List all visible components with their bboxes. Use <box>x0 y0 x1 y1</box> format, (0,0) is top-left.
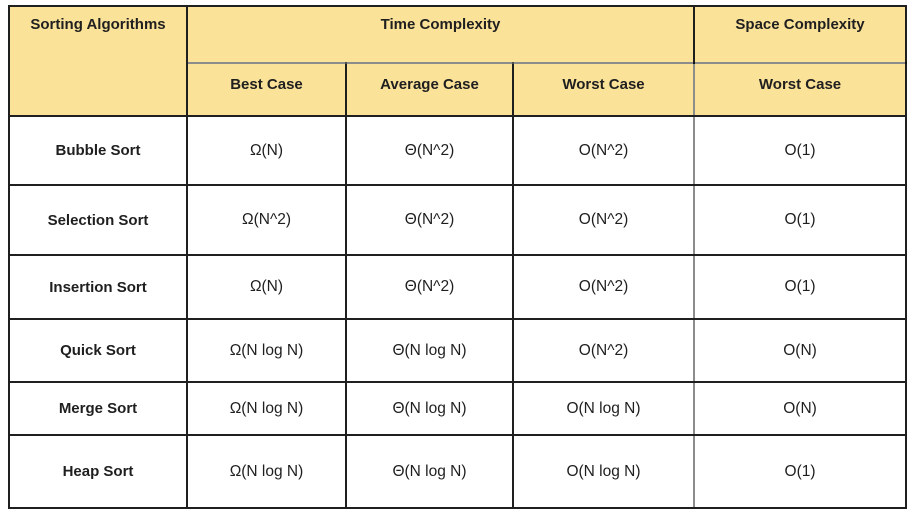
row-label: Selection Sort <box>8 184 188 256</box>
table-header: Sorting Algorithms Time Complexity Space… <box>8 5 908 117</box>
cell-worst-case: O(N^2) <box>511 318 696 383</box>
table-row-heap-sort: Heap Sort Ω(N log N) Θ(N log N) O(N log … <box>8 434 908 509</box>
cell-space: O(N) <box>693 381 908 436</box>
cell-average-case: Θ(N log N) <box>345 434 514 509</box>
header-space-complexity: Space Complexity <box>693 5 908 64</box>
table-row-selection-sort: Selection Sort Ω(N^2) Θ(N^2) O(N^2) O(1) <box>8 184 908 256</box>
cell-worst-case: O(N^2) <box>511 184 696 256</box>
cell-average-case: Θ(N^2) <box>345 184 514 256</box>
header-best-case: Best Case <box>186 62 347 117</box>
cell-space: O(N) <box>693 318 908 383</box>
cell-average-case: Θ(N^2) <box>345 115 514 186</box>
cell-average-case: Θ(N log N) <box>345 381 514 436</box>
table-body: Bubble Sort Ω(N) Θ(N^2) O(N^2) O(1) Sele… <box>8 115 908 509</box>
table-row-bubble-sort: Bubble Sort Ω(N) Θ(N^2) O(N^2) O(1) <box>8 115 908 186</box>
cell-space: O(1) <box>693 184 908 256</box>
header-group-row: Sorting Algorithms Time Complexity Space… <box>8 5 908 117</box>
header-sorting-algorithms: Sorting Algorithms <box>8 5 188 117</box>
row-label: Heap Sort <box>8 434 188 509</box>
header-average-case: Average Case <box>345 62 514 117</box>
header-worst-case-space: Worst Case <box>693 62 908 117</box>
cell-best-case: Ω(N log N) <box>186 381 347 436</box>
row-label: Bubble Sort <box>8 115 188 186</box>
complexity-table: Sorting Algorithms Time Complexity Space… <box>8 5 908 509</box>
cell-space: O(1) <box>693 254 908 320</box>
row-label: Merge Sort <box>8 381 188 436</box>
header-time-complexity: Time Complexity <box>185 5 696 64</box>
cell-space: O(1) <box>693 115 908 186</box>
row-label: Insertion Sort <box>8 254 188 320</box>
cell-best-case: Ω(N^2) <box>186 184 347 256</box>
cell-best-case: Ω(N) <box>186 115 347 186</box>
table-row-merge-sort: Merge Sort Ω(N log N) Θ(N log N) O(N log… <box>8 381 908 436</box>
header-worst-case-time: Worst Case <box>511 62 696 117</box>
header-sub-row: Best Case Average Case Worst Case Worst … <box>9 62 908 117</box>
cell-space: O(1) <box>693 434 908 509</box>
cell-worst-case: O(N^2) <box>511 254 696 320</box>
table-row-insertion-sort: Insertion Sort Ω(N) Θ(N^2) O(N^2) O(1) <box>8 254 908 320</box>
cell-best-case: Ω(N log N) <box>186 318 347 383</box>
table-row-quick-sort: Quick Sort Ω(N log N) Θ(N log N) O(N^2) … <box>8 318 908 383</box>
cell-best-case: Ω(N) <box>186 254 347 320</box>
row-label: Quick Sort <box>8 318 188 383</box>
cell-worst-case: O(N log N) <box>511 381 696 436</box>
cell-worst-case: O(N^2) <box>511 115 696 186</box>
cell-worst-case: O(N log N) <box>511 434 696 509</box>
cell-average-case: Θ(N log N) <box>345 318 514 383</box>
cell-best-case: Ω(N log N) <box>186 434 347 509</box>
cell-average-case: Θ(N^2) <box>345 254 514 320</box>
